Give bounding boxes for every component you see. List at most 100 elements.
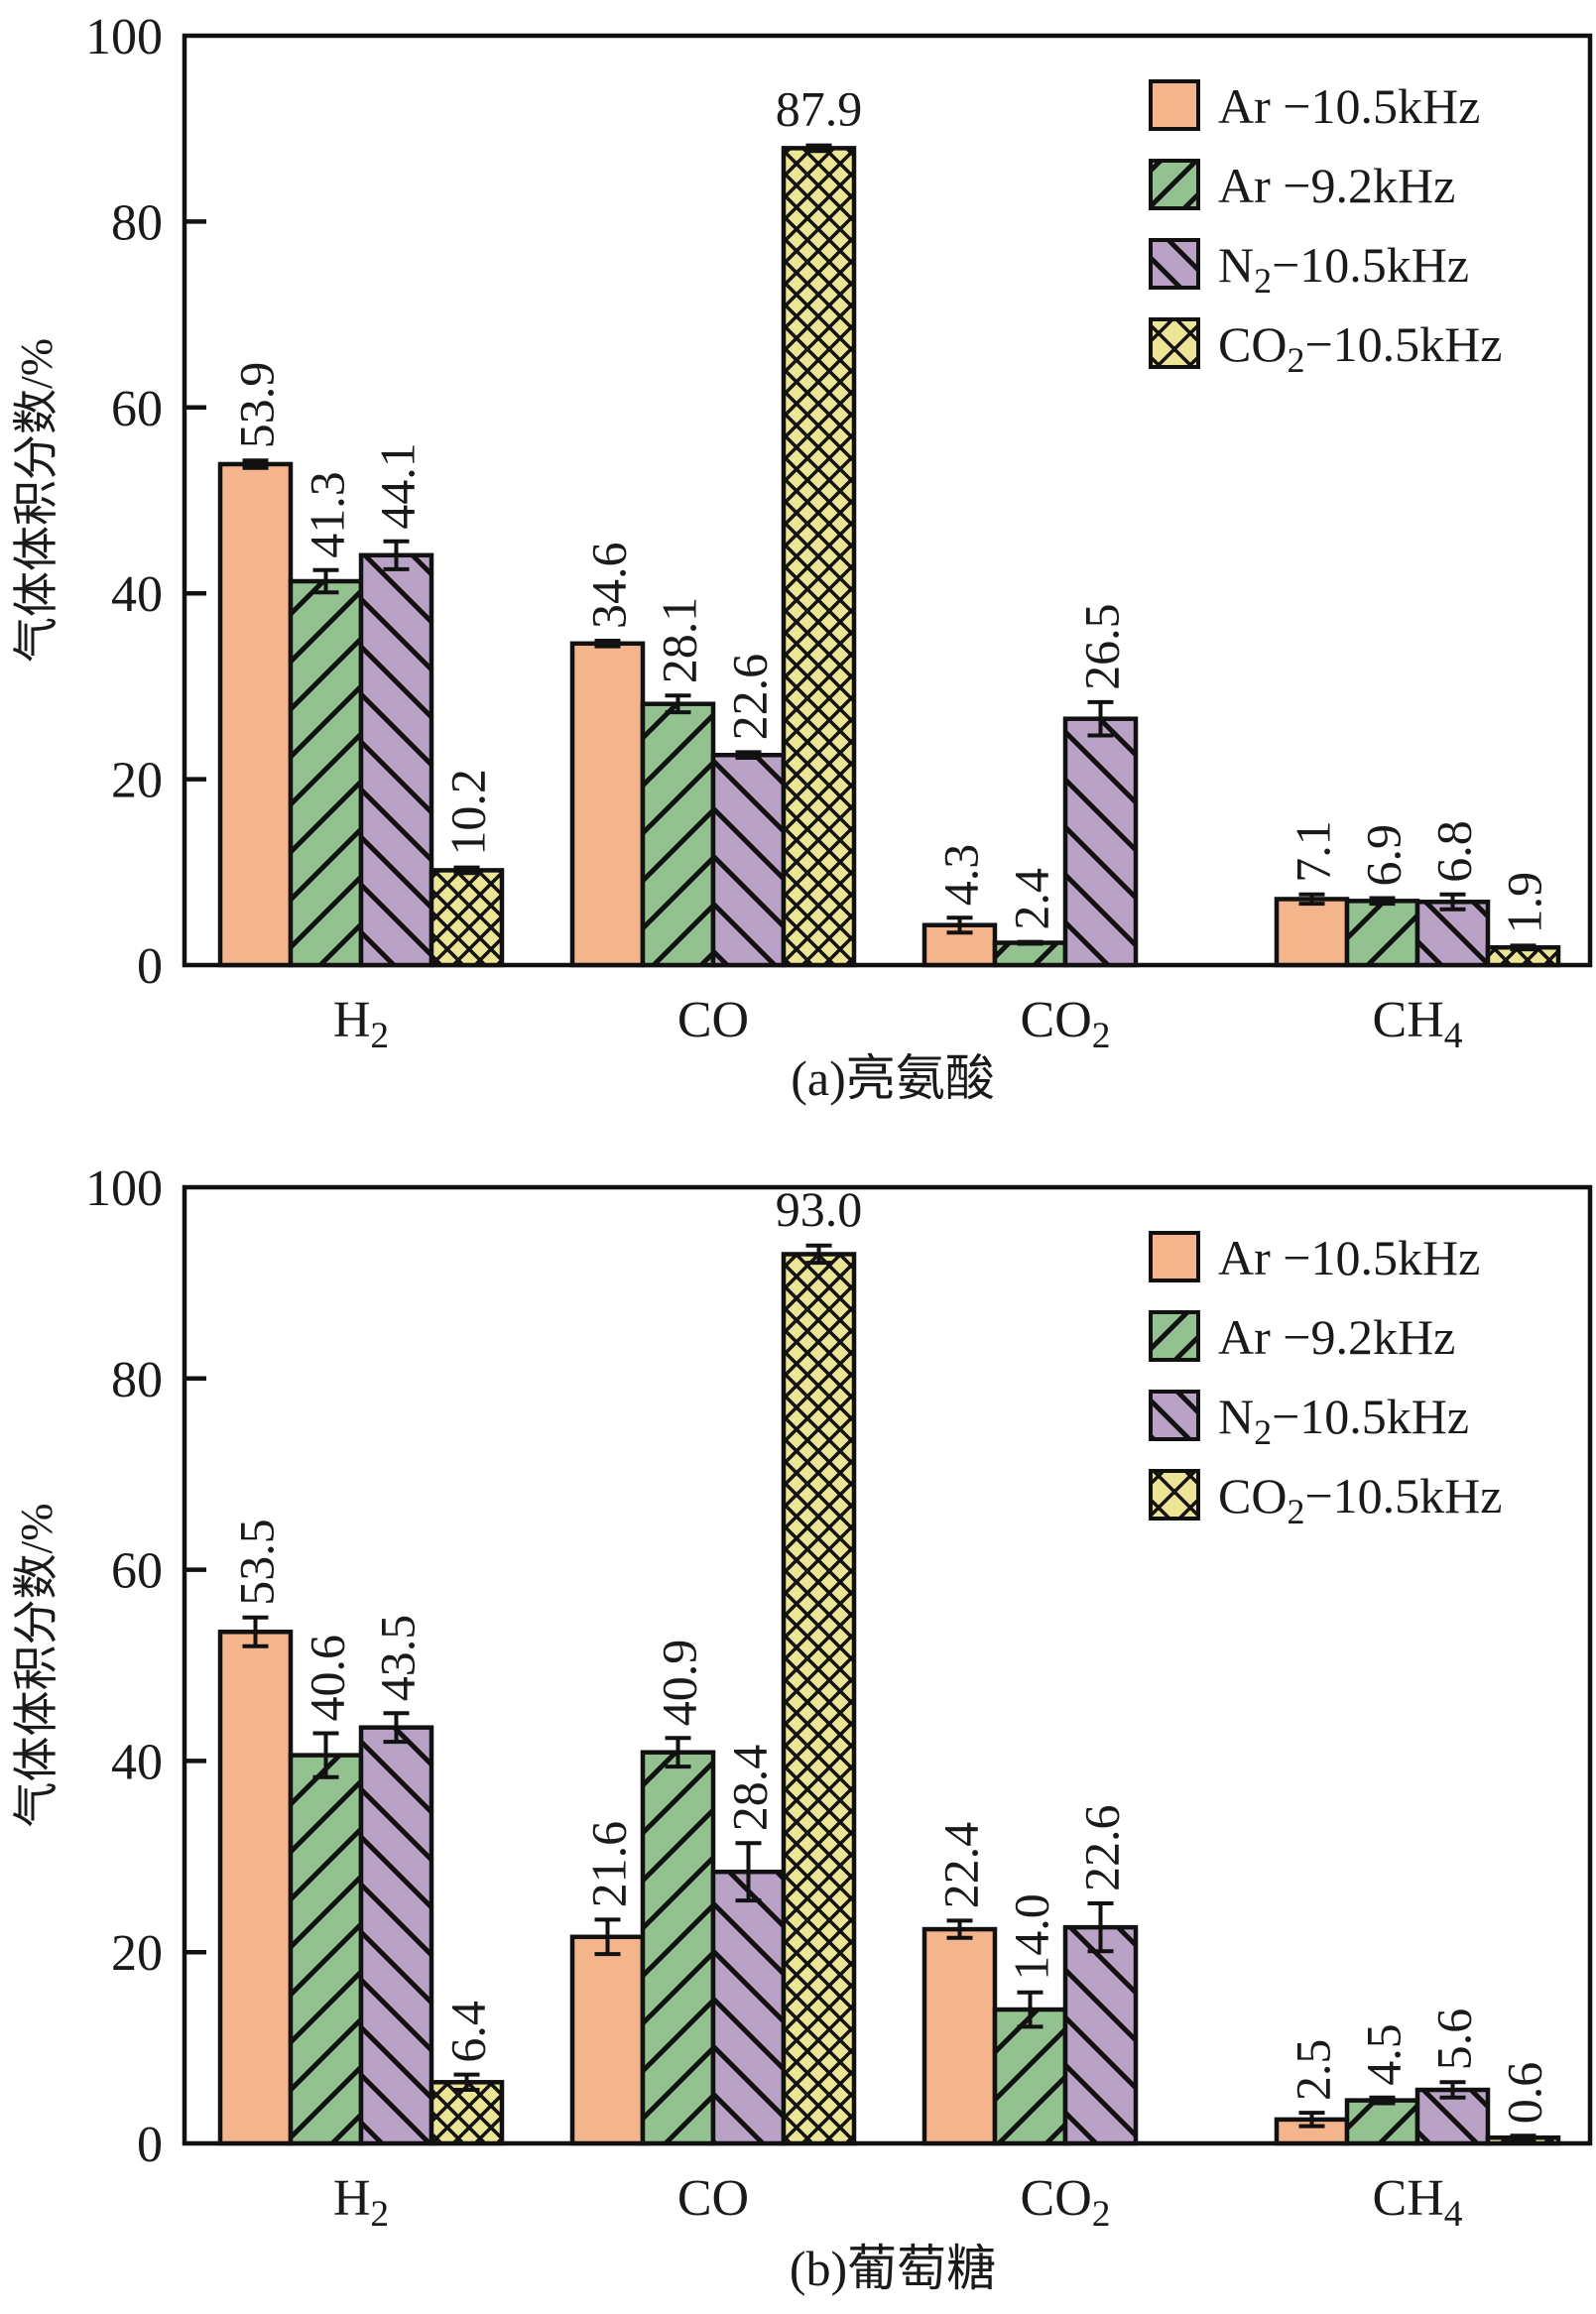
data-label: 26.5 bbox=[1074, 603, 1130, 690]
x-tick-label: H2 bbox=[333, 2170, 389, 2235]
error-bar bbox=[946, 1918, 973, 1940]
error-bar bbox=[383, 1711, 410, 1745]
y-tick-label: 20 bbox=[111, 753, 163, 809]
legend-swatch bbox=[1149, 79, 1200, 131]
y-tick-label: 40 bbox=[111, 1734, 163, 1790]
data-label: 4.5 bbox=[1356, 2023, 1412, 2086]
error-bar bbox=[1439, 892, 1466, 912]
error-bar bbox=[1439, 2080, 1466, 2100]
x-tick-label: CO2 bbox=[1021, 2170, 1111, 2235]
error-bar bbox=[805, 143, 832, 154]
y-axis-label: 气体体积分数/% bbox=[11, 338, 61, 663]
y-tick-label: 100 bbox=[85, 1160, 163, 1217]
error-bar bbox=[805, 1243, 832, 1266]
data-label: 22.6 bbox=[1074, 1805, 1130, 1892]
error-bar bbox=[312, 1731, 339, 1779]
y-tick-label: 60 bbox=[111, 381, 163, 437]
bar-CH₄-1 bbox=[1344, 899, 1420, 968]
legend: Ar −10.5kHz Ar −9.2kHz N2−10.5kHz CO2−10.5k… bbox=[1149, 1230, 1502, 1531]
bar-CH₄-0 bbox=[1274, 897, 1350, 968]
error-bar bbox=[1087, 699, 1114, 738]
error-bar bbox=[594, 638, 621, 649]
data-label: 5.6 bbox=[1426, 2009, 1482, 2071]
data-label: 28.1 bbox=[652, 597, 707, 684]
bar-CO-3 bbox=[781, 146, 857, 968]
data-label: 0.6 bbox=[1497, 2062, 1552, 2125]
y-tick-label: 20 bbox=[111, 1925, 163, 1982]
x-tick-label: CH4 bbox=[1373, 992, 1463, 1056]
x-tick-label: CO bbox=[677, 2170, 749, 2227]
y-tick-label: 80 bbox=[111, 194, 163, 251]
error-bar bbox=[1510, 2133, 1536, 2142]
error-bar bbox=[242, 458, 269, 470]
legend-label: N2−10.5kHz bbox=[1218, 237, 1469, 301]
panel-caption: (b)葡萄糖 bbox=[790, 2241, 996, 2296]
legend-swatch bbox=[1149, 159, 1200, 210]
y-tick-label: 80 bbox=[111, 1352, 163, 1408]
bar-H₂-0 bbox=[217, 461, 294, 968]
legend-item: Ar −10.5kHz bbox=[1149, 1230, 1480, 1285]
chart-panel-a: 0 20 40 60 80 100 气体体积分数/% 53.9 41.3 44.1 10.2 H2 34… bbox=[11, 9, 1593, 1106]
plot-frame bbox=[182, 1184, 1593, 2146]
legend-swatch bbox=[1149, 1469, 1200, 1521]
data-label: 6.9 bbox=[1356, 824, 1412, 887]
legend-swatch bbox=[1149, 1390, 1200, 1441]
error-bar bbox=[1087, 1901, 1114, 1954]
bar-CO₂-1 bbox=[992, 940, 1068, 968]
legend-swatch bbox=[1149, 1310, 1200, 1362]
data-label: 28.4 bbox=[722, 1745, 778, 1832]
legend: Ar −10.5kHz Ar −9.2kHz N2−10.5kHz CO2−10.5k… bbox=[1149, 78, 1502, 380]
bar-CO₂-2 bbox=[1062, 716, 1139, 968]
error-bar bbox=[1510, 943, 1536, 952]
data-label: 53.5 bbox=[229, 1519, 285, 1606]
chart-panel-b: 0 20 40 60 80 100 气体体积分数/% 53.5 40.6 43.5 6.4 H2 21.… bbox=[11, 1160, 1593, 2296]
error-bar bbox=[312, 567, 339, 595]
legend-item: N2−10.5kHz bbox=[1149, 237, 1469, 301]
x-tick-label: H2 bbox=[333, 992, 389, 1056]
bar-CO₂-0 bbox=[921, 1926, 998, 2146]
y-tick-label: 40 bbox=[111, 566, 163, 623]
y-tick-label: 0 bbox=[137, 938, 163, 995]
data-label: 40.6 bbox=[300, 1635, 355, 1722]
error-bar bbox=[735, 1841, 762, 1903]
data-label: 87.9 bbox=[776, 81, 863, 137]
legend-item: Ar −9.2kHz bbox=[1149, 1309, 1455, 1365]
bar-H₂-2 bbox=[358, 1725, 434, 2146]
x-tick-label: CO bbox=[677, 992, 749, 1048]
error-bar bbox=[1017, 1990, 1044, 2029]
bar-CO-1 bbox=[640, 1750, 716, 2146]
legend-label: Ar −9.2kHz bbox=[1218, 158, 1455, 213]
plot-frame bbox=[182, 33, 1593, 968]
bar-CO-2 bbox=[710, 1869, 787, 2146]
y-tick-label: 100 bbox=[85, 9, 163, 65]
bar-CH₄-1 bbox=[1344, 2098, 1420, 2146]
legend-label: CO2−10.5kHz bbox=[1218, 316, 1502, 380]
data-label: 21.6 bbox=[581, 1821, 637, 1908]
bar-CH₄-2 bbox=[1414, 900, 1491, 968]
data-label: 44.1 bbox=[370, 442, 426, 530]
error-bar bbox=[1369, 896, 1396, 907]
bar-CO-0 bbox=[569, 641, 646, 968]
data-label: 1.9 bbox=[1497, 872, 1552, 934]
error-bar bbox=[1017, 939, 1044, 946]
error-bar bbox=[946, 915, 973, 935]
error-bar bbox=[453, 865, 480, 876]
data-label: 34.6 bbox=[581, 542, 637, 629]
data-label: 14.0 bbox=[1004, 1893, 1059, 1981]
bar-CO-1 bbox=[640, 701, 716, 968]
bar-H₂-3 bbox=[429, 2080, 505, 2146]
error-bar bbox=[242, 1615, 269, 1648]
bar-H₂-2 bbox=[358, 552, 434, 968]
error-bar bbox=[383, 539, 410, 571]
error-bar bbox=[1369, 2095, 1396, 2106]
legend-label: CO2−10.5kHz bbox=[1218, 1468, 1502, 1531]
legend-item: CO2−10.5kHz bbox=[1149, 1468, 1502, 1531]
bar-CO-0 bbox=[569, 1934, 646, 2146]
bar-H₂-1 bbox=[288, 578, 364, 968]
bar-CO-2 bbox=[710, 752, 787, 968]
data-label: 2.5 bbox=[1286, 2039, 1341, 2102]
legend-swatch bbox=[1149, 1231, 1200, 1282]
error-bar bbox=[735, 750, 762, 761]
legend-label: Ar −10.5kHz bbox=[1218, 1230, 1480, 1285]
